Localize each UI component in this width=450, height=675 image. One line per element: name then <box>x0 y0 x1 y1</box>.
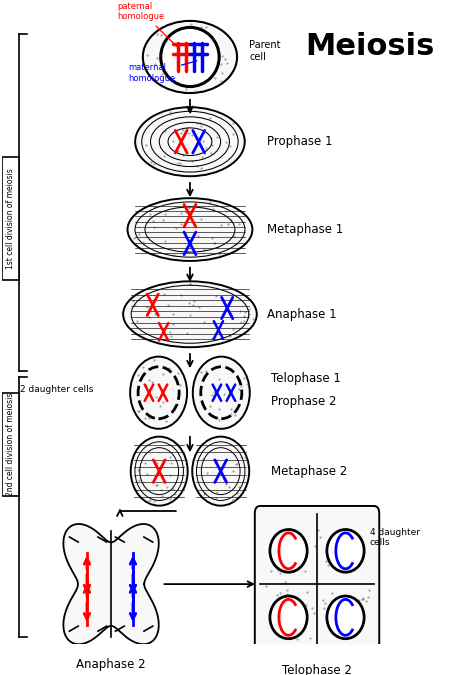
Ellipse shape <box>130 437 188 506</box>
Ellipse shape <box>135 107 245 176</box>
Ellipse shape <box>270 529 307 572</box>
Ellipse shape <box>327 529 364 572</box>
FancyBboxPatch shape <box>2 393 19 496</box>
Ellipse shape <box>192 437 249 506</box>
Ellipse shape <box>161 28 219 86</box>
Text: Prophase 1: Prophase 1 <box>267 135 332 148</box>
Ellipse shape <box>143 21 237 93</box>
Text: Metaphase 1: Metaphase 1 <box>267 223 343 236</box>
Text: Anaphase 1: Anaphase 1 <box>267 308 336 321</box>
Text: 2nd cell division of meiosis: 2nd cell division of meiosis <box>6 392 15 496</box>
Ellipse shape <box>130 356 187 429</box>
Text: Telophase 1: Telophase 1 <box>271 373 341 385</box>
FancyBboxPatch shape <box>2 157 19 279</box>
Text: 2 daughter cells: 2 daughter cells <box>20 385 94 394</box>
Text: Metaphase 2: Metaphase 2 <box>271 464 347 478</box>
Ellipse shape <box>193 356 250 429</box>
Text: maternal
homologue: maternal homologue <box>129 61 197 83</box>
Text: Anaphase 2: Anaphase 2 <box>76 658 146 671</box>
Ellipse shape <box>270 596 307 639</box>
Text: 1st cell division of meiosis: 1st cell division of meiosis <box>6 169 15 269</box>
Text: Parent
cell: Parent cell <box>249 40 281 61</box>
FancyBboxPatch shape <box>255 506 379 662</box>
Text: Meiosis: Meiosis <box>305 32 434 61</box>
Ellipse shape <box>327 596 364 639</box>
Text: Prophase 2: Prophase 2 <box>271 395 337 408</box>
Polygon shape <box>63 524 159 644</box>
Ellipse shape <box>127 198 252 261</box>
Ellipse shape <box>123 281 257 347</box>
Text: 4 daughter
cells: 4 daughter cells <box>369 528 419 547</box>
Text: Telophase 2: Telophase 2 <box>282 664 352 675</box>
Text: paternal
homologue: paternal homologue <box>117 2 179 49</box>
